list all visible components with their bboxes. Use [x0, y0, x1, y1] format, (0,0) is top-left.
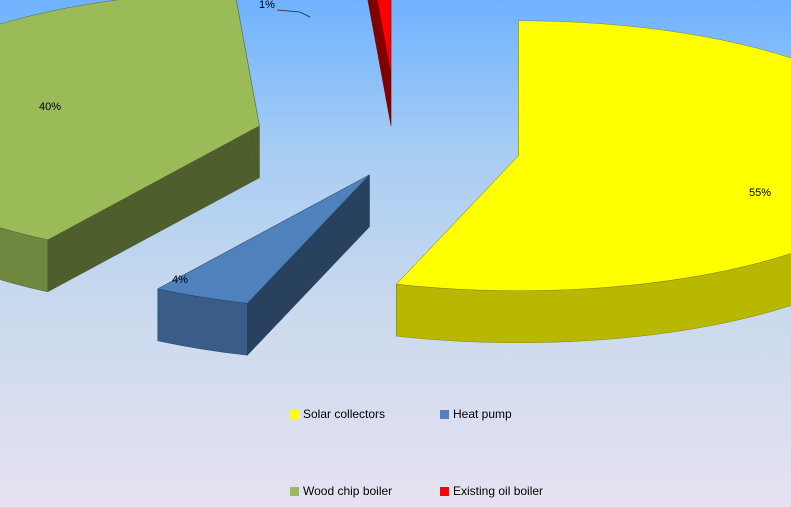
legend-label-existing-oil-boiler: Existing oil boiler — [453, 484, 544, 498]
legend-swatch-heat-pump — [440, 409, 449, 419]
legend-label-wood-chip-boiler: Wood chip boiler — [303, 484, 393, 498]
pie-slice-solar-collectors — [395, 20, 791, 343]
legend-item-wood-chip-boiler: Wood chip boiler — [290, 484, 392, 498]
data-label-solar-collectors: 55% — [749, 187, 771, 199]
data-label-existing-oil-boiler: 1% — [259, 0, 275, 11]
legend-swatch-wood-chip-boiler — [290, 486, 299, 496]
leader-line-existing-oil-boiler — [276, 9, 311, 18]
legend-swatch-solar-collectors — [290, 409, 299, 419]
pie-slice-wood-chip-boiler — [0, 0, 260, 293]
data-label-wood-chip-boiler: 40% — [39, 101, 61, 113]
data-label-heat-pump: 4% — [172, 274, 188, 286]
legend-item-solar-collectors: Solar collectors — [290, 407, 385, 421]
pie-slice-heat-pump — [157, 174, 370, 356]
pie-slice-existing-oil-boiler — [367, 0, 392, 126]
legend-label-solar-collectors: Solar collectors — [303, 407, 386, 421]
legend-item-existing-oil-boiler: Existing oil boiler — [440, 484, 543, 498]
legend-item-heat-pump: Heat pump — [440, 407, 512, 421]
legend-label-heat-pump: Heat pump — [453, 407, 512, 421]
legend-swatch-existing-oil-boiler — [440, 486, 449, 496]
